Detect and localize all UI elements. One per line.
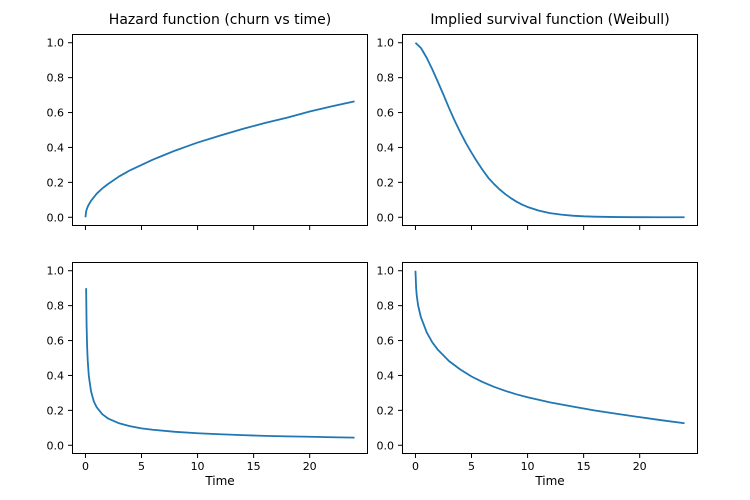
ytick-label: 1.0 [377, 37, 395, 50]
ytick-label: 0.0 [47, 211, 65, 224]
panel-svg: 051015200.00.20.40.60.81.0 [402, 262, 698, 454]
ytick-label: 1.0 [47, 37, 65, 50]
panel-title: Hazard function (churn vs time) [72, 12, 368, 28]
panel-bottom_left: 051015200.00.20.40.60.81.0Time [72, 262, 368, 454]
ytick-label: 0.6 [377, 107, 395, 120]
ytick-label: 0.2 [47, 404, 65, 417]
xtick-label: 20 [633, 460, 647, 473]
ytick-label: 0.4 [377, 141, 395, 154]
ytick-label: 0.8 [47, 72, 65, 85]
series-line [415, 43, 684, 218]
xtick-label: 0 [82, 460, 89, 473]
series-line [85, 101, 354, 217]
panel-bottom_right: 051015200.00.20.40.60.81.0Time [402, 262, 698, 454]
ytick-label: 0.2 [47, 176, 65, 189]
ytick-label: 0.2 [377, 404, 395, 417]
xtick-label: 0 [412, 460, 419, 473]
xtick-label: 15 [577, 460, 591, 473]
ytick-label: 0.8 [377, 300, 395, 313]
panel-svg: 0.00.20.40.60.81.0 [402, 34, 698, 226]
ytick-label: 0.6 [47, 335, 65, 348]
plot-border [73, 263, 368, 454]
ytick-label: 0.4 [47, 369, 65, 382]
x-axis-label: Time [402, 474, 698, 488]
panel-top_right: 0.00.20.40.60.81.0Implied survival funct… [402, 34, 698, 226]
xtick-label: 20 [303, 460, 317, 473]
ytick-label: 0.8 [377, 72, 395, 85]
panel-title: Implied survival function (Weibull) [402, 12, 698, 28]
series-line [86, 288, 354, 437]
xtick-label: 10 [191, 460, 205, 473]
ytick-label: 0.4 [47, 141, 65, 154]
xtick-label: 5 [468, 460, 475, 473]
ytick-label: 1.0 [47, 265, 65, 278]
plot-border [73, 35, 368, 226]
ytick-label: 0.4 [377, 369, 395, 382]
panel-top_left: 0.00.20.40.60.81.0Hazard function (churn… [72, 34, 368, 226]
x-axis-label: Time [72, 474, 368, 488]
ytick-label: 1.0 [377, 265, 395, 278]
figure: 0.00.20.40.60.81.0Hazard function (churn… [0, 0, 750, 500]
panel-svg: 051015200.00.20.40.60.81.0 [72, 262, 368, 454]
ytick-label: 0.0 [377, 211, 395, 224]
xtick-label: 15 [247, 460, 261, 473]
xtick-label: 5 [138, 460, 145, 473]
ytick-label: 0.6 [377, 335, 395, 348]
ytick-label: 0.0 [47, 439, 65, 452]
ytick-label: 0.0 [377, 439, 395, 452]
panel-svg: 0.00.20.40.60.81.0 [72, 34, 368, 226]
ytick-label: 0.2 [377, 176, 395, 189]
plot-border [403, 35, 698, 226]
xtick-label: 10 [521, 460, 535, 473]
series-line [415, 271, 684, 424]
ytick-label: 0.8 [47, 300, 65, 313]
ytick-label: 0.6 [47, 107, 65, 120]
